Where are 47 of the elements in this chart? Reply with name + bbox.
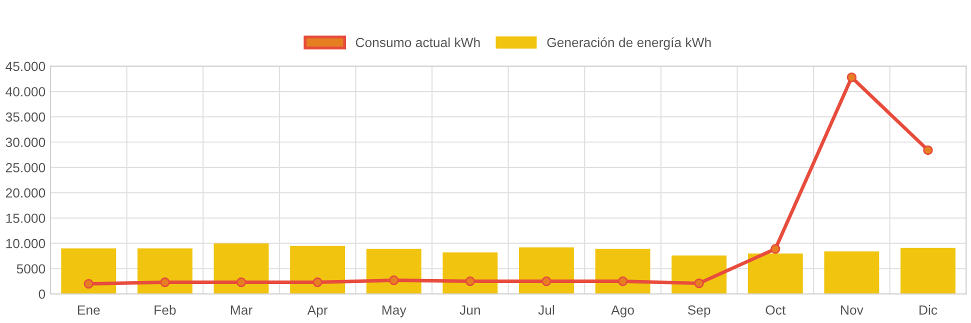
- bar: [214, 243, 269, 294]
- point: [923, 145, 933, 156]
- bar: [137, 248, 192, 294]
- x-tick-label: Nov: [841, 306, 864, 315]
- x-tick-label: Sep: [688, 305, 710, 318]
- x-tick-label: Feb: [154, 305, 176, 315]
- x-tick-label: Apr: [307, 306, 328, 318]
- bar: [595, 248, 650, 294]
- point: [618, 276, 628, 286]
- point: [236, 277, 246, 288]
- bar: [366, 248, 422, 294]
- y-tick-label: 40.000: [6, 87, 46, 96]
- x-tick-label: Ago: [611, 306, 634, 318]
- x-tick-label: Jul: [538, 305, 554, 315]
- x-tick-label: Dic: [920, 305, 938, 315]
- point: [160, 277, 170, 288]
- point: [465, 276, 476, 286]
- x-tick-label: Mar: [230, 306, 252, 315]
- point: [84, 278, 94, 289]
- y-tick-label: 45.000: [6, 62, 46, 72]
- y-tick-label: 5000: [16, 264, 46, 274]
- y-tick-label: 0: [38, 289, 46, 299]
- x-tick-label: Jun: [460, 306, 480, 315]
- bar: [900, 248, 956, 294]
- y-tick-label: 15.000: [6, 214, 46, 223]
- y-tick-label: 35.000: [6, 112, 46, 122]
- y-tick-label: 25.000: [6, 162, 46, 172]
- bar: [61, 248, 116, 294]
- x-tick-label: Oct: [766, 305, 786, 315]
- x-tick-label: Ene: [78, 306, 100, 315]
- bar: [442, 252, 498, 294]
- point: [542, 276, 552, 286]
- x-tick-label: May: [382, 306, 406, 318]
- point: [694, 278, 704, 288]
- legend-label: Generación de energía kWh: [547, 37, 711, 50]
- bar: [519, 247, 574, 294]
- point: [846, 72, 857, 82]
- legend-label: Consumo actual kWh: [356, 37, 480, 48]
- y-tick-label: 10.000: [6, 238, 46, 248]
- bar: [748, 253, 803, 294]
- bar: [824, 251, 880, 294]
- y-tick-label: 20.000: [6, 188, 46, 198]
- point: [312, 277, 322, 288]
- point: [389, 275, 399, 286]
- y-tick-label: 30.000: [6, 138, 46, 148]
- point: [770, 244, 780, 254]
- bar: [290, 246, 346, 294]
